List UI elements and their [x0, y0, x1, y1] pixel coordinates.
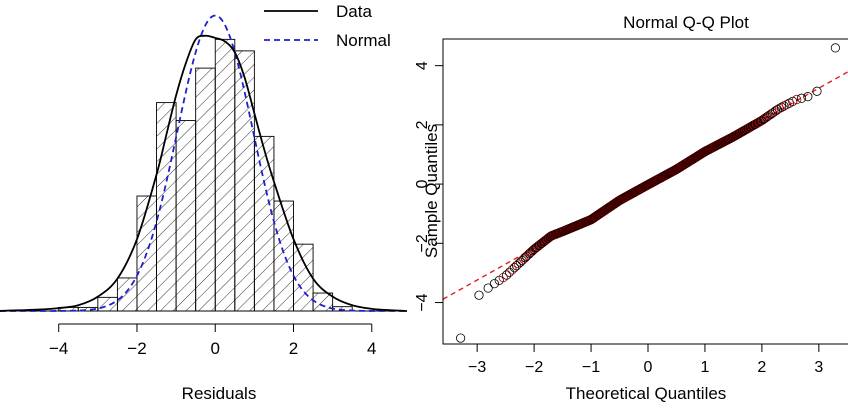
x-tick-label: −4 — [49, 339, 68, 358]
x-tick-label: 1 — [700, 359, 709, 376]
qq-point — [483, 283, 493, 293]
qq-point — [764, 110, 775, 120]
qq-point — [489, 279, 500, 289]
histogram-bar — [214, 38, 236, 312]
histogram-x-label: Residuals — [182, 384, 257, 403]
qq-x-label: Theoretical Quantiles — [566, 384, 727, 403]
histogram-bar — [175, 120, 197, 312]
y-tick-label: 0 — [414, 180, 431, 189]
qq-panel: Normal Q-Q Plot −3 −2 −1 0 1 2 3 −4 −2 0 2 4 Theor… — [414, 13, 848, 403]
x-tick-label: 3 — [814, 359, 823, 376]
legend-data-label: Data — [336, 2, 372, 21]
qq-y-label: Sample Quantiles — [422, 124, 441, 258]
x-tick-label: −1 — [582, 359, 600, 376]
qq-point — [513, 259, 524, 269]
x-tick-label: 4 — [367, 339, 376, 358]
histogram-bar — [97, 296, 118, 312]
histogram-x-axis: −4 −2 0 2 4 — [49, 323, 377, 358]
x-tick-label: −3 — [468, 359, 486, 376]
histogram-panel: −4 −2 0 2 4 Residuals Data Normal — [0, 2, 408, 403]
qq-point — [776, 102, 787, 112]
qq-point — [504, 267, 515, 277]
normal-density-curve — [0, 14, 407, 312]
qq-point — [758, 114, 768, 125]
qq-point — [456, 333, 466, 343]
qq-y-axis: −4 −2 0 2 4 — [414, 61, 444, 312]
x-tick-label: 2 — [289, 339, 298, 358]
qq-point — [766, 109, 776, 119]
x-tick-label: 0 — [644, 359, 653, 376]
histogram-bar — [293, 243, 314, 312]
histogram-bar — [253, 135, 275, 312]
qq-point — [779, 101, 789, 111]
histogram-legend: Data Normal — [264, 2, 391, 50]
y-tick-label: −4 — [414, 293, 431, 311]
y-tick-label: 4 — [414, 61, 431, 70]
qq-point — [796, 93, 807, 103]
y-tick-label: 2 — [414, 120, 431, 129]
x-tick-label: −2 — [127, 339, 146, 358]
x-tick-label: 2 — [757, 359, 766, 376]
qq-point — [501, 270, 512, 280]
qq-point — [781, 100, 792, 110]
qq-point — [792, 94, 802, 105]
qq-point — [767, 108, 777, 118]
x-tick-label: 0 — [211, 339, 220, 358]
qq-points — [456, 43, 840, 343]
histogram-bar — [116, 277, 138, 312]
qq-point — [474, 290, 484, 300]
qq-title: Normal Q-Q Plot — [623, 13, 749, 32]
qq-point — [830, 43, 840, 53]
qq-plot-box — [442, 38, 848, 345]
histogram-bar — [234, 50, 255, 312]
qq-point — [774, 103, 785, 113]
y-tick-label: −2 — [414, 234, 431, 252]
qq-point — [498, 272, 508, 283]
histogram-bar — [273, 200, 294, 312]
histogram-bar — [195, 67, 216, 312]
x-tick-label: −2 — [525, 359, 543, 376]
histogram-bars — [58, 38, 353, 312]
qq-point — [803, 92, 813, 102]
qq-x-axis: −3 −2 −1 0 1 2 3 — [468, 343, 823, 376]
legend-normal-label: Normal — [336, 31, 391, 50]
data-density-curve — [0, 34, 408, 312]
qq-point — [812, 86, 822, 96]
